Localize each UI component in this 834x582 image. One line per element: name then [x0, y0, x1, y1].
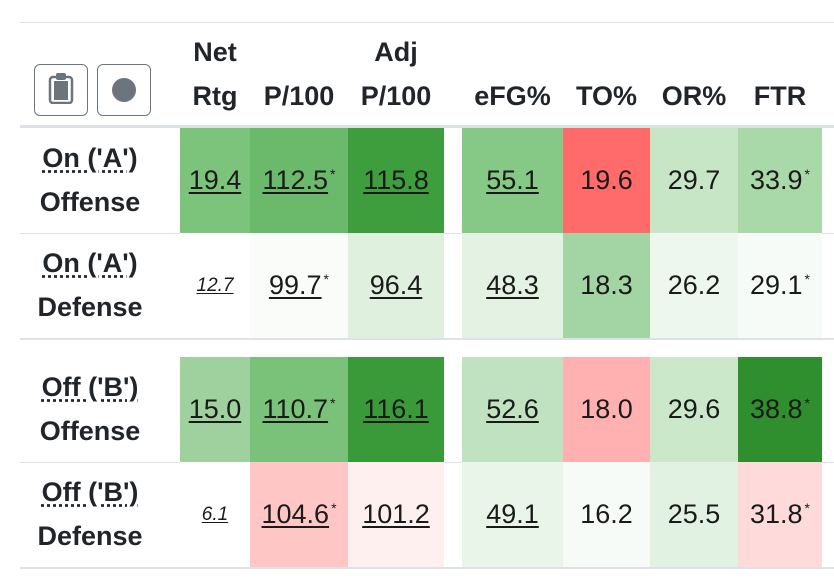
cell-p100[interactable]: 104.6 *: [250, 462, 348, 567]
cell-adj[interactable]: 96.4: [348, 233, 444, 338]
group-divider: [20, 567, 834, 569]
asterisk-marker: *: [804, 271, 810, 287]
asterisk-marker: *: [804, 166, 810, 182]
color-toggle-button[interactable]: [97, 64, 151, 116]
cell-value: 29.1: [749, 270, 803, 300]
cell-adj[interactable]: 115.8: [348, 128, 444, 233]
top-divider: [20, 22, 834, 23]
cell-value: 26.2: [667, 270, 721, 300]
row-label-line1[interactable]: Off ('B'): [41, 372, 139, 402]
asterisk-marker: *: [330, 166, 336, 182]
asterisk-marker: *: [331, 500, 337, 516]
cell-to: 16.2: [563, 462, 650, 567]
header-or: OR%: [661, 81, 727, 111]
asterisk-marker: *: [330, 395, 336, 411]
cell-to: 19.6: [563, 128, 650, 233]
cell-value: 52.6: [486, 394, 539, 424]
cell-value: 19.6: [580, 165, 633, 195]
copy-button[interactable]: [34, 64, 88, 116]
cell-net[interactable]: 19.4: [180, 128, 250, 233]
cell-ftr: 33.9 *: [738, 128, 822, 233]
cell-ftr: 31.8 *: [738, 462, 822, 567]
header-efg: eFG%: [474, 81, 551, 111]
row-label-line1[interactable]: On ('A'): [42, 143, 138, 173]
group-divider: [20, 338, 834, 340]
cell-efg[interactable]: 52.6: [462, 357, 563, 462]
cell-p100[interactable]: 112.5 *: [250, 128, 348, 233]
row-label-line2: Defense: [37, 521, 143, 551]
cell-value: 6.1: [201, 503, 229, 525]
cell-or: 29.7: [650, 128, 738, 233]
cell-to: 18.3: [563, 233, 650, 338]
cell-ftr: 38.8 *: [738, 357, 822, 462]
header-adj-line1: Adj: [374, 37, 418, 67]
cell-value: 104.6: [261, 499, 330, 529]
cell-or: 26.2: [650, 233, 738, 338]
cell-value: 55.1: [486, 165, 539, 195]
cell-value: 33.9: [749, 165, 803, 195]
cell-efg[interactable]: 55.1: [462, 128, 563, 233]
asterisk-marker: *: [323, 271, 329, 287]
cell-value: 115.8: [363, 165, 429, 195]
row-label-line2: Offense: [39, 416, 141, 446]
header-adj-line2: P/100: [360, 81, 432, 111]
circle-icon: [112, 78, 136, 102]
cell-net[interactable]: 6.1: [180, 462, 250, 567]
cell-value: 16.2: [580, 499, 633, 529]
cell-value: 19.4: [188, 165, 242, 195]
clipboard-icon: [48, 72, 74, 109]
row-label-line2: Offense: [39, 187, 141, 217]
cell-value: 49.1: [486, 499, 539, 529]
cell-net[interactable]: 15.0: [180, 357, 250, 462]
cell-value: 48.3: [486, 270, 539, 300]
cell-value: 25.5: [667, 499, 721, 529]
header-to: TO%: [575, 81, 637, 111]
cell-value: 99.7: [268, 270, 322, 300]
cell-value: 101.2: [362, 499, 430, 529]
cell-value: 29.7: [667, 165, 721, 195]
cell-value: 116.1: [363, 394, 429, 424]
cell-adj[interactable]: 116.1: [348, 357, 444, 462]
cell-p100[interactable]: 99.7 *: [250, 233, 348, 338]
cell-p100[interactable]: 110.7 *: [250, 357, 348, 462]
row-label-line1[interactable]: On ('A'): [42, 248, 138, 278]
cell-or: 29.6: [650, 357, 738, 462]
asterisk-marker: *: [804, 395, 810, 411]
cell-value: 96.4: [369, 270, 423, 300]
cell-value: 12.7: [196, 274, 234, 296]
cell-value: 112.5: [262, 165, 329, 195]
cell-adj[interactable]: 101.2: [348, 462, 444, 567]
cell-or: 25.5: [650, 462, 738, 567]
row-label-line2: Defense: [37, 292, 143, 322]
cell-value: 29.6: [667, 394, 721, 424]
header-p100: P/100: [263, 81, 335, 111]
cell-value: 18.0: [580, 394, 633, 424]
cell-value: 15.0: [188, 394, 242, 424]
cell-net[interactable]: 12.7: [180, 233, 250, 338]
cell-value: 31.8: [749, 499, 803, 529]
cell-value: 38.8: [749, 394, 803, 424]
cell-efg[interactable]: 48.3: [462, 233, 563, 338]
cell-efg[interactable]: 49.1: [462, 462, 563, 567]
cell-to: 18.0: [563, 357, 650, 462]
cell-value: 110.7: [262, 394, 329, 424]
header-divider: [20, 125, 834, 128]
cell-value: 18.3: [580, 270, 633, 300]
header-net-rtg-line2: Rtg: [192, 81, 238, 111]
header-net-rtg-line1: Net: [193, 37, 237, 67]
row-label-line1[interactable]: Off ('B'): [41, 477, 139, 507]
header-ftr: FTR: [753, 81, 807, 111]
cell-ftr: 29.1 *: [738, 233, 822, 338]
asterisk-marker: *: [804, 500, 810, 516]
